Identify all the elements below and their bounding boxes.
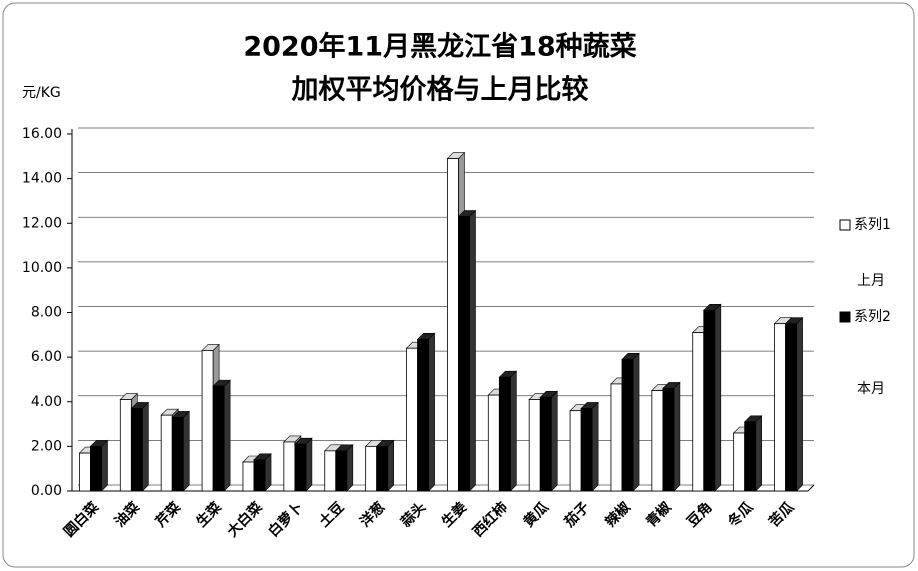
bar-side	[673, 381, 681, 492]
legend-label: 系列1	[854, 217, 891, 233]
bar	[621, 358, 634, 492]
bar	[376, 445, 389, 492]
annotation: 上月	[857, 273, 885, 289]
chart-title: 加权平均价格与上月比较	[292, 74, 589, 106]
bar	[458, 216, 470, 492]
bar-side	[182, 410, 190, 492]
y-tick-label: 14.00	[22, 171, 62, 187]
bar	[774, 323, 786, 492]
bar	[447, 158, 459, 492]
bar-side	[510, 370, 517, 492]
legend-label: 系列2	[854, 309, 891, 325]
bar	[651, 390, 664, 492]
y-tick-label: 6.00	[31, 349, 62, 365]
legend-swatch	[839, 219, 851, 231]
bar	[119, 399, 132, 492]
bar-side	[101, 439, 108, 492]
bar-side	[632, 352, 640, 492]
bar-side	[714, 303, 722, 492]
bar	[703, 309, 716, 492]
bar	[610, 383, 623, 492]
bar-side	[387, 439, 395, 492]
bar	[498, 376, 511, 492]
bar	[201, 350, 214, 492]
bar	[539, 396, 552, 492]
bar-side	[469, 209, 476, 492]
bar	[662, 387, 675, 492]
y-tick-label: 16.00	[22, 126, 62, 142]
legend-swatch	[839, 311, 851, 323]
y-axis-label: 元/KG	[22, 85, 61, 101]
bar	[160, 414, 173, 492]
chart-title: 2020年11月黑龙江省18种蔬菜	[243, 31, 636, 63]
bar	[406, 347, 418, 492]
bar	[580, 408, 593, 492]
bar	[212, 385, 225, 492]
bar-side	[264, 453, 272, 492]
bar-side	[550, 390, 558, 492]
bar-side	[755, 415, 763, 492]
bar-side	[305, 437, 313, 492]
bar	[528, 399, 541, 492]
y-tick-label: 4.00	[31, 394, 62, 410]
bar	[79, 452, 91, 492]
bar-side	[346, 444, 354, 492]
bar	[90, 445, 102, 492]
bar	[417, 338, 429, 492]
bar	[744, 421, 757, 492]
y-tick-label: 12.00	[22, 215, 62, 231]
bar	[171, 416, 184, 492]
bar	[487, 394, 500, 492]
x-axis	[807, 484, 815, 492]
annotation: 本月	[857, 381, 885, 397]
bar	[692, 332, 705, 492]
bar	[335, 450, 348, 492]
y-tick-label: 2.00	[31, 438, 62, 454]
bar-side	[142, 401, 149, 492]
y-tick-label: 8.00	[31, 305, 62, 321]
bar	[130, 408, 143, 492]
y-tick-label: 10.00	[22, 260, 62, 276]
bar-side	[428, 332, 435, 492]
bar	[733, 432, 746, 492]
bar-side	[223, 379, 231, 492]
bar	[242, 461, 255, 492]
bar	[785, 323, 797, 492]
bar	[283, 441, 296, 492]
bar	[324, 450, 337, 492]
bar	[253, 459, 266, 492]
bar	[569, 410, 582, 492]
bar-side	[591, 401, 599, 492]
y-tick-label: 0.00	[31, 483, 62, 499]
bar	[294, 443, 307, 492]
bar-side	[796, 316, 803, 492]
bar	[365, 445, 378, 492]
